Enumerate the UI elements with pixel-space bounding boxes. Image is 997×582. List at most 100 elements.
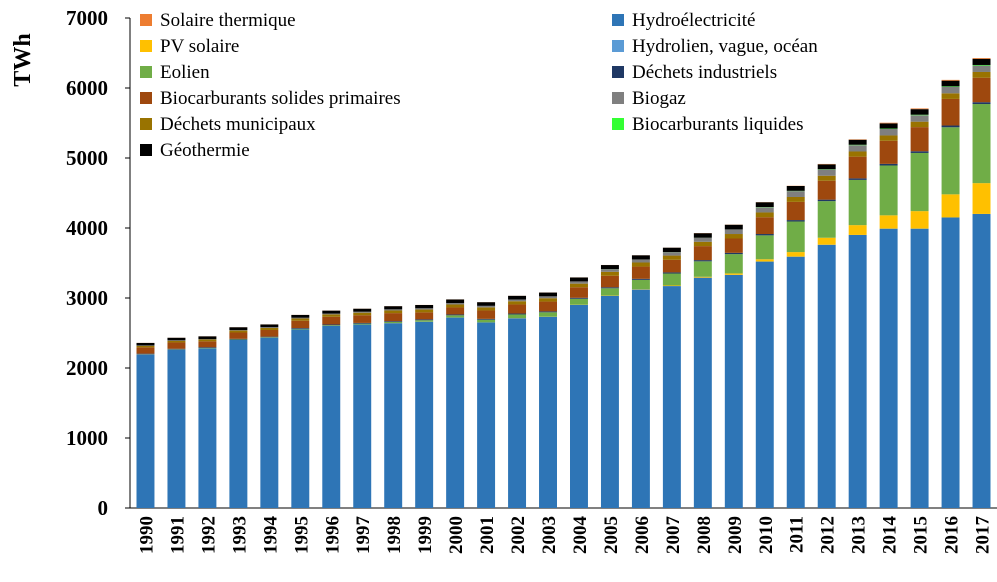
bar-segment	[631, 259, 650, 263]
bar-segment	[600, 275, 619, 288]
bar-segment	[539, 316, 557, 508]
bar-segment	[910, 211, 929, 229]
bar-segment	[848, 178, 867, 180]
bar-segment	[291, 329, 310, 508]
x-tick-label: 2003	[539, 516, 560, 554]
bar-segment	[972, 64, 991, 66]
bar-segment	[477, 302, 496, 306]
bar-segment	[415, 320, 434, 322]
bar-segment	[446, 317, 465, 508]
bar-segment	[539, 301, 557, 312]
bar-segment	[477, 305, 496, 308]
bar-segment	[693, 241, 712, 247]
bar-segment	[415, 308, 434, 310]
bar-segment	[786, 256, 805, 508]
bar-segment	[755, 217, 774, 235]
y-tick-label: 7000	[66, 6, 108, 30]
bar-segment	[848, 151, 867, 157]
bar-segment	[229, 338, 248, 340]
bar-segment	[570, 287, 588, 298]
bar-segment	[446, 315, 465, 318]
bar-segment	[972, 104, 991, 184]
legend-swatch	[140, 66, 152, 78]
bar-segment	[724, 274, 743, 508]
bar-segment	[910, 109, 929, 115]
bar-segment	[879, 129, 898, 136]
legend-label: Biocarburants liquides	[632, 114, 804, 135]
bar-segment	[910, 228, 929, 508]
x-tick-label: 1994	[260, 516, 281, 555]
y-axis-label: TWh	[10, 33, 36, 86]
bar-segment	[415, 312, 434, 320]
bar-segment	[570, 283, 588, 288]
bar-segment	[910, 108, 929, 110]
bar-segment	[786, 196, 805, 202]
bar-segment	[198, 339, 217, 342]
bar-segment	[879, 165, 898, 216]
legend-swatch	[140, 92, 152, 104]
bar-segment	[136, 354, 155, 508]
legend-label: Hydroélectricité	[632, 10, 755, 31]
x-tick-label: 2001	[477, 516, 498, 554]
bar-segment	[539, 296, 557, 299]
bar-segment	[136, 345, 155, 348]
bar-segment	[229, 332, 248, 339]
bar-segment	[508, 301, 527, 305]
bar-segment	[817, 201, 836, 238]
bar-segment	[693, 276, 712, 278]
bar-segment	[724, 238, 743, 253]
bar-segment	[229, 330, 248, 333]
x-tick-label: 1995	[291, 516, 312, 554]
bar-segment	[384, 309, 403, 311]
bar-segment	[508, 314, 527, 319]
x-tick-label: 2014	[880, 516, 901, 555]
bar-segment	[910, 152, 929, 212]
bar-segment	[508, 318, 527, 508]
bar-segment	[631, 255, 650, 260]
legend-swatch	[612, 14, 624, 26]
bar-segment	[415, 305, 434, 309]
bar-segment	[291, 328, 310, 329]
bar-segment	[600, 287, 619, 289]
bar-segment	[848, 179, 867, 226]
bar-segment	[600, 288, 619, 296]
x-tick-label: 2006	[632, 516, 653, 554]
bar-segment	[446, 314, 465, 316]
x-tick-label: 1993	[229, 516, 250, 554]
x-tick-label: 1999	[415, 516, 436, 554]
x-tick-label: 2000	[446, 516, 467, 554]
bar-segment	[446, 299, 465, 304]
bar-segment	[353, 322, 372, 324]
bar-segment	[879, 215, 898, 229]
bar-segment	[291, 314, 310, 318]
x-tick-label: 2009	[725, 516, 746, 554]
bar-segment	[848, 225, 867, 235]
bar-segment	[941, 217, 960, 508]
bar-segment	[291, 318, 310, 321]
bar-segment	[972, 214, 991, 508]
bar-segment	[291, 320, 310, 329]
bar-segment	[477, 319, 496, 323]
x-tick-label: 2016	[942, 516, 963, 554]
bar-segment	[198, 348, 217, 508]
bar-segment	[693, 237, 712, 242]
bar-segment	[167, 349, 186, 508]
bar-segment	[693, 261, 712, 277]
bar-segment	[817, 180, 836, 200]
bar-segment	[477, 318, 496, 320]
bar-segment	[260, 337, 279, 508]
bar-segment	[724, 224, 743, 230]
bar-segment	[941, 80, 960, 87]
bar-segment	[570, 277, 588, 282]
y-tick-label: 2000	[66, 356, 108, 380]
bar-segment	[631, 289, 650, 508]
bar-segment	[755, 207, 774, 213]
bar-segment	[322, 316, 341, 325]
bar-segment	[539, 292, 557, 297]
bar-segment	[662, 259, 681, 273]
bar-segment	[879, 140, 898, 164]
bar-segment	[972, 71, 991, 78]
bar-segment	[755, 212, 774, 218]
bar-segment	[972, 58, 991, 59]
bar-segment	[724, 254, 743, 274]
